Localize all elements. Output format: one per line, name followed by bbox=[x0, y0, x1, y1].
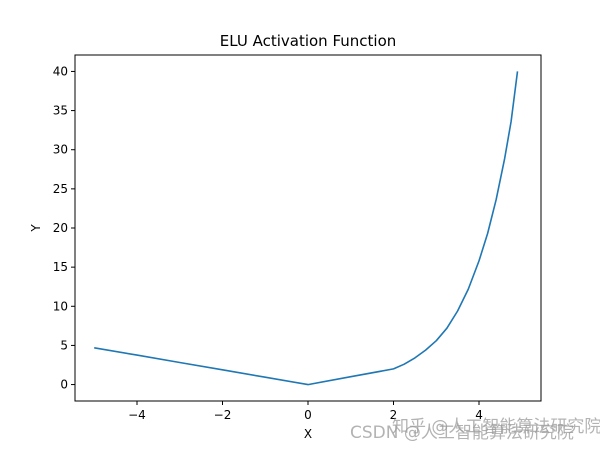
y-tick-label: 25 bbox=[53, 182, 68, 196]
x-tick-label: 2 bbox=[390, 408, 398, 422]
y-tick-label: 20 bbox=[53, 221, 68, 235]
y-tick-label: 5 bbox=[60, 338, 68, 352]
y-tick-label: 10 bbox=[53, 299, 68, 313]
elu-curve-line bbox=[94, 71, 519, 386]
x-tick-label: 0 bbox=[304, 408, 312, 422]
y-tick-label: 40 bbox=[53, 64, 68, 78]
watermark-csdn: CSDN @人工智能算法研究院 bbox=[350, 423, 574, 443]
y-tick-label: 0 bbox=[60, 378, 68, 392]
x-tick-label: −2 bbox=[214, 408, 232, 422]
plot-area bbox=[74, 54, 542, 402]
y-axis-label: Y bbox=[29, 224, 43, 233]
x-axis-ticks: −4 −2 0 2 4 bbox=[128, 401, 483, 422]
y-tick-label: 35 bbox=[53, 104, 68, 118]
y-tick-label: 30 bbox=[53, 143, 68, 157]
x-axis-label: X bbox=[304, 427, 312, 441]
watermark: 知乎 @人工智能算法研究院 CSDN @人工智能算法研究院 bbox=[350, 417, 600, 443]
x-tick-label: 4 bbox=[475, 408, 483, 422]
y-tick-label: 15 bbox=[53, 260, 68, 274]
chart-title: ELU Activation Function bbox=[220, 32, 397, 50]
x-tick-label: −4 bbox=[128, 408, 146, 422]
watermark-zhihu: 知乎 @人工智能算法研究院 bbox=[392, 417, 600, 437]
y-axis-ticks: 0 5 10 15 20 25 30 35 40 bbox=[53, 64, 75, 392]
plot-frame bbox=[74, 54, 542, 402]
